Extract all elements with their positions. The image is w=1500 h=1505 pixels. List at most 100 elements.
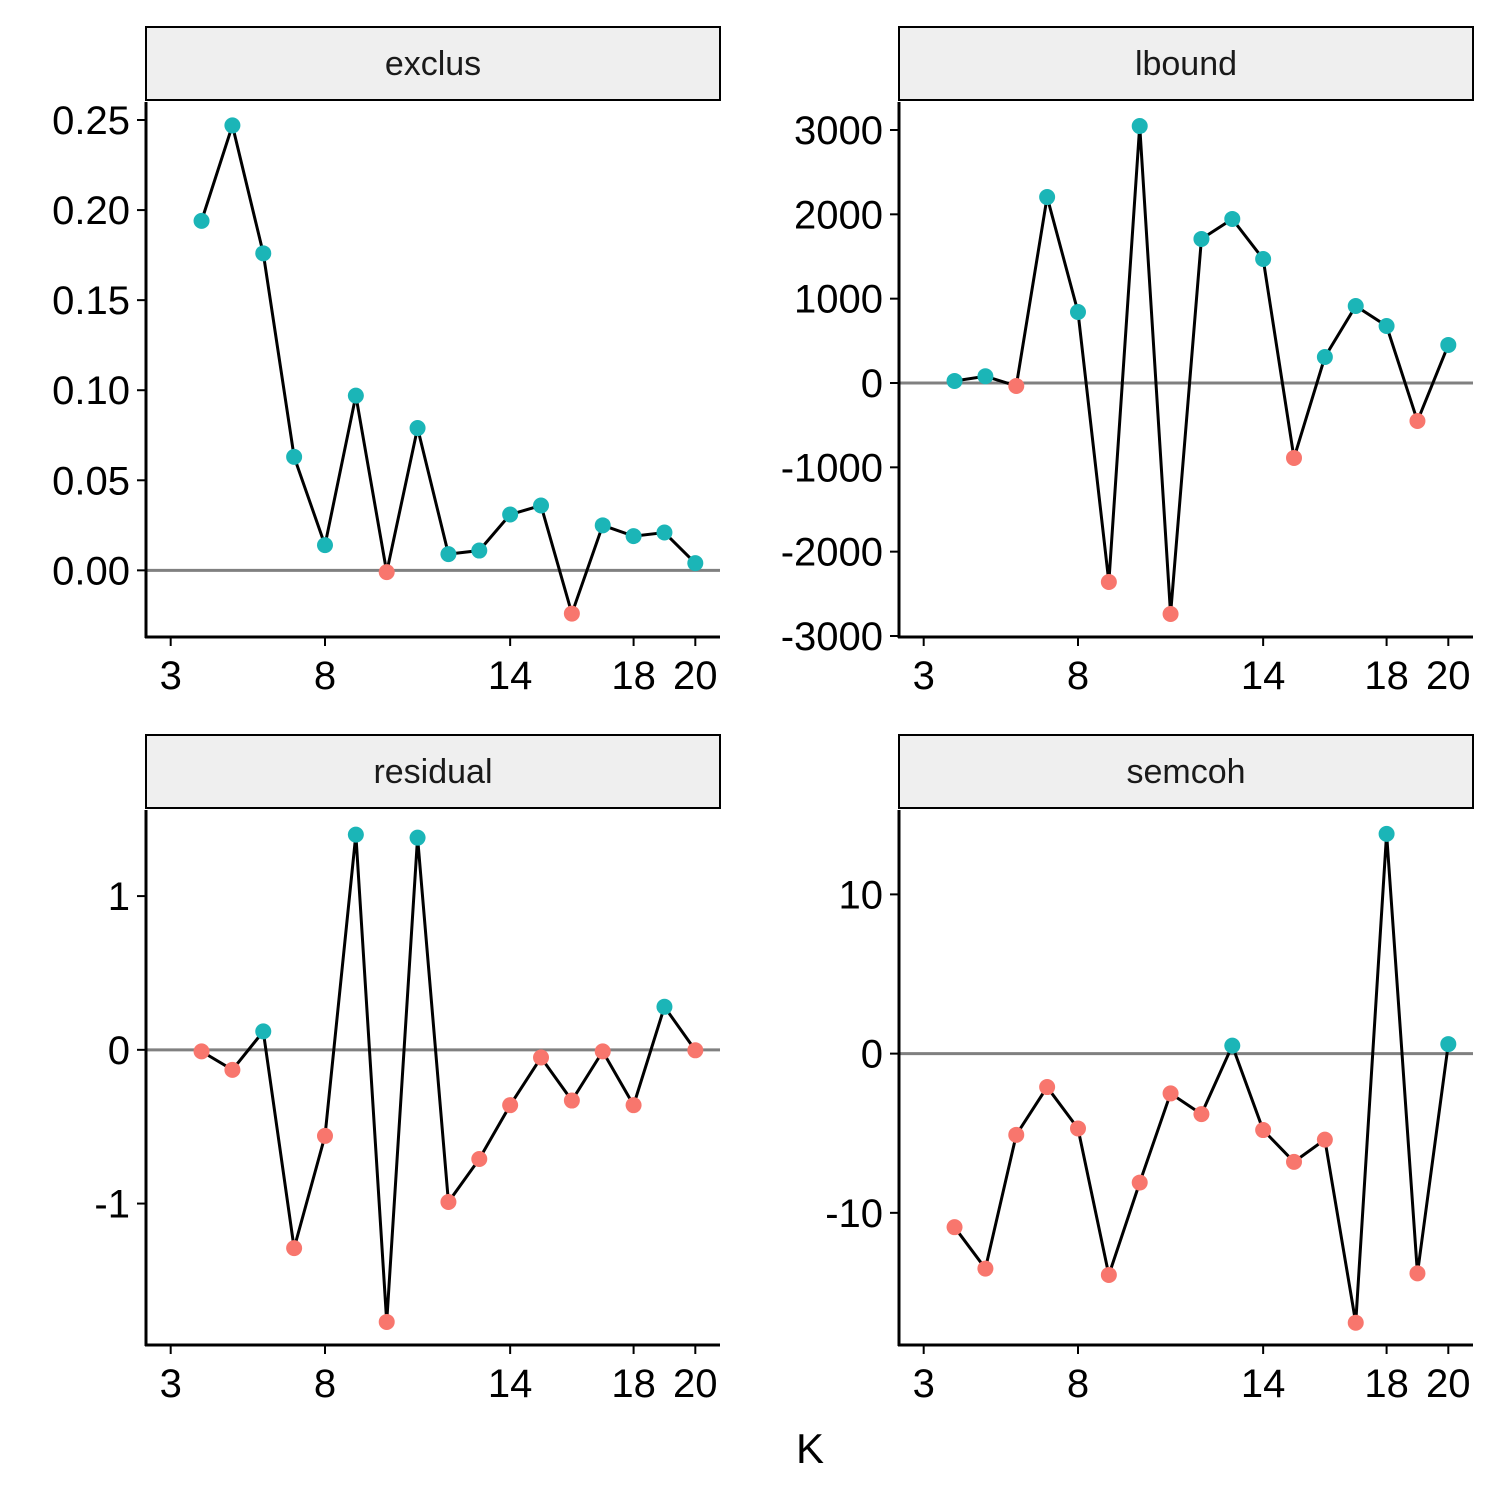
data-point bbox=[409, 829, 426, 846]
x-tick-label: 20 bbox=[673, 654, 718, 698]
y-tick-label: 0.10 bbox=[52, 369, 130, 413]
data-point bbox=[1440, 336, 1457, 353]
x-axis-label: K bbox=[796, 1425, 824, 1472]
data-point bbox=[316, 537, 333, 554]
data-point bbox=[1069, 1120, 1086, 1137]
y-tick-label: 0.05 bbox=[52, 459, 130, 503]
data-point bbox=[193, 1043, 210, 1060]
data-point bbox=[378, 564, 395, 581]
data-point bbox=[1378, 825, 1395, 842]
y-tick-label: 3000 bbox=[794, 109, 883, 153]
data-point bbox=[594, 1043, 611, 1060]
series-line bbox=[953, 833, 1450, 1323]
data-point bbox=[409, 420, 426, 437]
y-tick-label: 0.00 bbox=[52, 549, 130, 593]
x-tick-label: 3 bbox=[913, 1362, 935, 1406]
data-point bbox=[286, 1240, 303, 1257]
y-tick-label: -3000 bbox=[781, 615, 883, 659]
strip-label: residual bbox=[373, 753, 492, 791]
data-point bbox=[1100, 574, 1117, 591]
data-point bbox=[946, 372, 963, 389]
y-tick-label: 0.20 bbox=[52, 189, 130, 233]
data-point bbox=[224, 117, 241, 134]
strip-label: lbound bbox=[1135, 45, 1237, 83]
data-point bbox=[1255, 1122, 1272, 1139]
panel-semcoh: semcoh -10 0 10 3 8 14 18 20 bbox=[825, 734, 1474, 1406]
data-point bbox=[1039, 189, 1056, 206]
data-point bbox=[471, 542, 488, 559]
y-tick-label: -2000 bbox=[781, 531, 883, 575]
data-point bbox=[1193, 1106, 1210, 1123]
strip-label: semcoh bbox=[1126, 753, 1245, 791]
data-point bbox=[1347, 297, 1364, 314]
data-point bbox=[1286, 1153, 1303, 1170]
data-point bbox=[625, 528, 642, 545]
y-tick-label: 0 bbox=[861, 362, 883, 406]
data-point bbox=[193, 212, 210, 229]
data-point bbox=[502, 1097, 519, 1114]
data-point bbox=[687, 555, 704, 572]
data-point bbox=[1316, 349, 1333, 366]
strip-label: exclus bbox=[385, 45, 481, 83]
data-point bbox=[1008, 1126, 1025, 1143]
data-point bbox=[1224, 1037, 1241, 1054]
x-tick-label: 20 bbox=[1426, 1362, 1471, 1406]
data-point bbox=[1008, 377, 1025, 394]
x-tick-label: 14 bbox=[1241, 654, 1286, 698]
x-tick-label: 14 bbox=[488, 654, 533, 698]
data-point bbox=[347, 826, 364, 843]
x-tick-label: 8 bbox=[1067, 654, 1089, 698]
data-point bbox=[1162, 605, 1179, 622]
data-point bbox=[533, 497, 550, 514]
data-point bbox=[1039, 1079, 1056, 1096]
data-point bbox=[1378, 317, 1395, 334]
data-point bbox=[1286, 449, 1303, 466]
x-tick-label: 18 bbox=[611, 654, 656, 698]
data-point bbox=[1409, 1265, 1426, 1282]
data-point bbox=[1193, 230, 1210, 247]
data-point bbox=[378, 1313, 395, 1330]
data-point bbox=[1131, 1174, 1148, 1191]
data-point bbox=[946, 1219, 963, 1236]
y-tick-label: 0.15 bbox=[52, 279, 130, 323]
x-tick-label: 8 bbox=[314, 1362, 336, 1406]
x-tick-label: 20 bbox=[1426, 654, 1471, 698]
data-point bbox=[1131, 118, 1148, 135]
data-point bbox=[224, 1061, 241, 1078]
x-tick-label: 18 bbox=[1364, 1362, 1409, 1406]
data-point bbox=[1162, 1085, 1179, 1102]
y-tick-label: 2000 bbox=[794, 193, 883, 237]
x-tick-label: 8 bbox=[314, 654, 336, 698]
data-point bbox=[255, 245, 272, 262]
x-tick-label: 14 bbox=[488, 1362, 533, 1406]
panel-residual: residual -1 0 1 3 8 14 18 20 bbox=[94, 734, 721, 1406]
data-point bbox=[316, 1127, 333, 1144]
data-point bbox=[1069, 303, 1086, 320]
y-tick-label: 1 bbox=[108, 875, 130, 919]
data-point bbox=[656, 998, 673, 1015]
data-point bbox=[1100, 1266, 1117, 1283]
data-point bbox=[440, 1194, 457, 1211]
y-tick-label: 10 bbox=[839, 873, 884, 917]
data-point bbox=[687, 1042, 704, 1059]
data-point bbox=[347, 387, 364, 404]
data-point bbox=[286, 448, 303, 465]
strip-lbound bbox=[898, 26, 1474, 101]
x-tick-label: 3 bbox=[160, 1362, 182, 1406]
data-point bbox=[625, 1097, 642, 1114]
data-point bbox=[594, 517, 611, 534]
x-tick-label: 20 bbox=[673, 1362, 718, 1406]
data-point bbox=[977, 1260, 994, 1277]
data-point bbox=[1255, 251, 1272, 268]
data-point bbox=[440, 546, 457, 563]
data-point bbox=[1409, 413, 1426, 430]
x-tick-label: 3 bbox=[160, 654, 182, 698]
strip-exclus bbox=[145, 26, 721, 101]
x-tick-label: 3 bbox=[913, 654, 935, 698]
x-tick-label: 14 bbox=[1241, 1362, 1286, 1406]
strip-residual bbox=[145, 734, 721, 809]
data-point bbox=[656, 524, 673, 541]
data-point bbox=[1347, 1314, 1364, 1331]
